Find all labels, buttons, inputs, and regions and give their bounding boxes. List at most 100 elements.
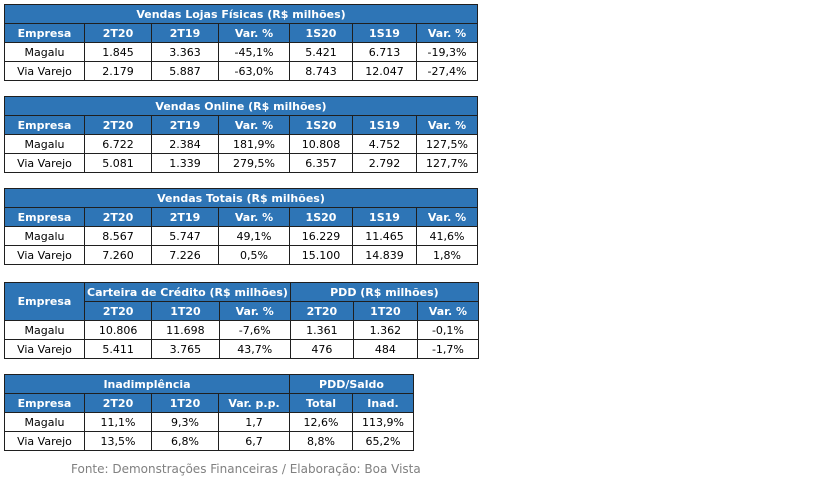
table-cell: 5.081	[84, 153, 152, 173]
column-header: 2T19	[151, 207, 219, 227]
column-header: Var. %	[416, 23, 478, 43]
table-cell: Via Varejo	[4, 245, 85, 265]
table-cell: Via Varejo	[4, 431, 85, 451]
table-inadimplencia: Inadimplência PDD/Saldo Empresa 2T20 1T2…	[4, 374, 414, 451]
table-cell: 7.226	[151, 245, 219, 265]
table-cell: 11,1%	[84, 412, 152, 432]
table-cell: 14.839	[352, 245, 417, 265]
table-cell: -27,4%	[416, 61, 478, 81]
table-cell: 181,9%	[218, 134, 290, 154]
table-cell: -7,6%	[218, 320, 291, 340]
table-cell: -45,1%	[218, 42, 290, 62]
table-vendas-lojas-fisicas: Vendas Lojas Físicas (R$ milhões) Empres…	[4, 4, 478, 81]
table-cell: Magalu	[4, 412, 85, 432]
table-cell: 5.887	[151, 61, 219, 81]
table-cell: 476	[289, 339, 354, 359]
table-cell: -1,7%	[416, 339, 479, 359]
table-cell: 16.229	[289, 226, 353, 246]
column-header: Total	[289, 393, 353, 413]
table-vendas-totais: Vendas Totais (R$ milhões) Empresa 2T20 …	[4, 188, 478, 265]
table-cell: 127,5%	[416, 134, 478, 154]
table-cell: 9,3%	[151, 412, 219, 432]
column-header: 2T19	[151, 115, 219, 135]
column-header: Var. %	[416, 301, 479, 321]
table-cell: Magalu	[4, 320, 85, 340]
table-cell: 6.357	[289, 153, 353, 173]
table-cell: 2.792	[352, 153, 417, 173]
table-row: Magalu 6.722 2.384 181,9% 10.808 4.752 1…	[4, 134, 478, 154]
column-header: Var. %	[218, 207, 290, 227]
column-header: 2T20	[83, 301, 153, 321]
column-header: Empresa	[4, 115, 85, 135]
table-cell: 10.808	[289, 134, 353, 154]
table-cell: 2.179	[84, 61, 152, 81]
table-cell: Magalu	[4, 226, 85, 246]
column-header: Empresa	[4, 23, 85, 43]
table-cell: 13,5%	[84, 431, 152, 451]
table-cell: 3.363	[151, 42, 219, 62]
table-row: Magalu 1.845 3.363 -45,1% 5.421 6.713 -1…	[4, 42, 478, 62]
column-header: Var. %	[416, 207, 478, 227]
group-header-pdd: PDD (R$ milhões)	[289, 282, 479, 302]
table-row: Via Varejo 13,5% 6,8% 6,7 8,8% 65,2%	[4, 431, 414, 451]
table-cell: 2.384	[151, 134, 219, 154]
table-cell: 65,2%	[352, 431, 414, 451]
table-cell: 113,9%	[352, 412, 414, 432]
table-cell: Via Varejo	[4, 339, 85, 359]
table-title: Vendas Lojas Físicas (R$ milhões)	[4, 4, 478, 24]
table-cell: 5.747	[151, 226, 219, 246]
table-cell: 12,6%	[289, 412, 353, 432]
column-header: 1T20	[352, 301, 418, 321]
table-cell: 11.698	[151, 320, 220, 340]
table-cell: 3.765	[151, 339, 220, 359]
table-cell: 4.752	[352, 134, 417, 154]
table-row: Magalu 8.567 5.747 49,1% 16.229 11.465 4…	[4, 226, 478, 246]
column-header: Var. p.p.	[218, 393, 290, 413]
column-header: Var. %	[218, 23, 290, 43]
column-header: 2T20	[289, 301, 354, 321]
table-cell: 1,8%	[416, 245, 478, 265]
table-cell: Via Varejo	[4, 61, 85, 81]
table-cell: 43,7%	[218, 339, 291, 359]
table-cell: 6.722	[84, 134, 152, 154]
table-cell: 127,7%	[416, 153, 478, 173]
table-cell: 15.100	[289, 245, 353, 265]
table-cell: 6,8%	[151, 431, 219, 451]
table-cell: 484	[352, 339, 418, 359]
table-cell: Via Varejo	[4, 153, 85, 173]
table-cell: 41,6%	[416, 226, 478, 246]
table-cell: 6.713	[352, 42, 417, 62]
table-row: Via Varejo 5.081 1.339 279,5% 6.357 2.79…	[4, 153, 478, 173]
group-header-pdd-saldo: PDD/Saldo	[289, 374, 414, 394]
table-cell: -63,0%	[218, 61, 290, 81]
column-header: Var. %	[416, 115, 478, 135]
table-cell: 1,7	[218, 412, 290, 432]
table-row: Magalu 10.806 11.698 -7,6% 1.361 1.362 -…	[4, 320, 479, 340]
column-header: Var. %	[218, 301, 291, 321]
table-cell: 49,1%	[218, 226, 290, 246]
table-cell: 8.567	[84, 226, 152, 246]
column-header: 2T20	[84, 23, 152, 43]
group-header-carteira: Carteira de Crédito (R$ milhões)	[84, 282, 291, 302]
source-caption: Fonte: Demonstrações Financeiras / Elabo…	[71, 462, 421, 476]
column-header: Empresa	[4, 207, 85, 227]
table-cell: 6,7	[218, 431, 290, 451]
table-cell: Magalu	[4, 42, 85, 62]
column-header: Empresa	[4, 393, 85, 413]
table-cell: Magalu	[4, 134, 85, 154]
table-cell: 0,5%	[218, 245, 290, 265]
column-header: 2T20	[84, 393, 152, 413]
table-cell: 8.743	[289, 61, 353, 81]
table-cell: 10.806	[83, 320, 153, 340]
column-header: 2T19	[151, 23, 219, 43]
table-vendas-online: Vendas Online (R$ milhões) Empresa 2T20 …	[4, 96, 478, 173]
table-cell: -0,1%	[416, 320, 479, 340]
table-cell: 12.047	[352, 61, 417, 81]
column-header: 2T20	[84, 115, 152, 135]
table-cell: 8,8%	[289, 431, 353, 451]
table-cell: 1.845	[84, 42, 152, 62]
table-cell: 1.361	[289, 320, 354, 340]
column-header: 1S20	[289, 23, 353, 43]
table-cell: 7.260	[84, 245, 152, 265]
column-header: 1T20	[151, 393, 219, 413]
